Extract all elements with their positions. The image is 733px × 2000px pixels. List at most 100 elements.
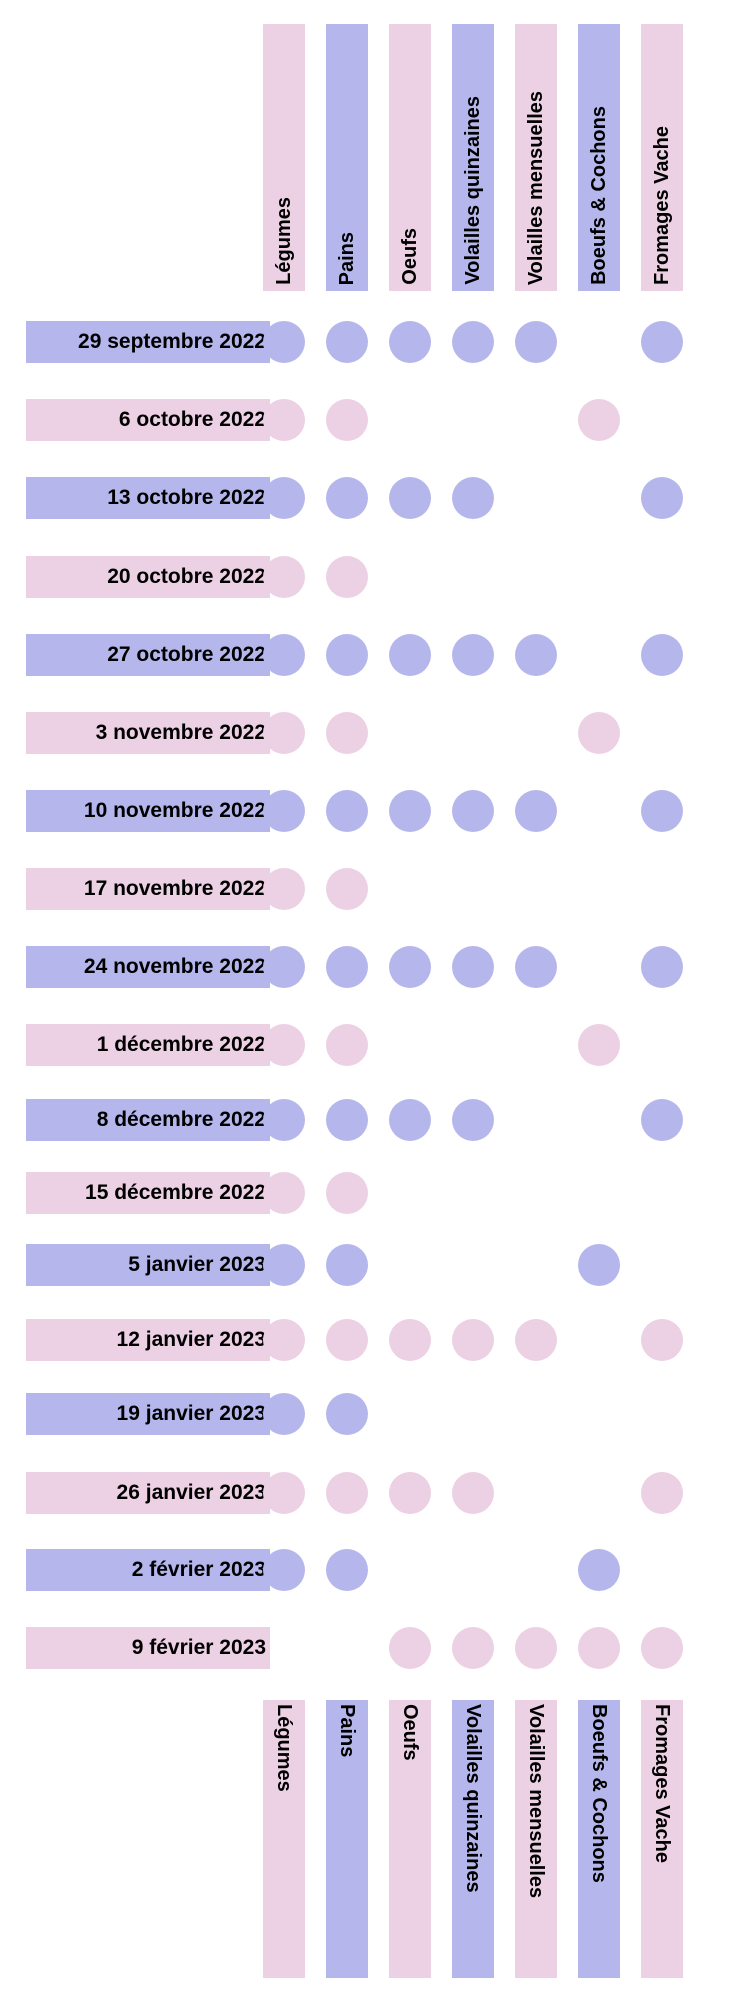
- delivery-dot-fromages-vache: [641, 790, 683, 832]
- delivery-dot-fromages-vache: [641, 1319, 683, 1361]
- delivery-dot-pains: [326, 1319, 368, 1361]
- delivery-dot-pains: [326, 1099, 368, 1141]
- row-date-label: 29 septembre 2022: [26, 321, 270, 363]
- delivery-dot-legumes: [263, 399, 305, 441]
- delivery-dot-volailles-quinzaines: [452, 1319, 494, 1361]
- row-date-label: 12 janvier 2023: [26, 1319, 270, 1361]
- row-date-label: 9 février 2023: [26, 1627, 270, 1669]
- column-header-bottom-oeufs: Oeufs: [389, 1700, 431, 1978]
- delivery-dot-pains: [326, 1172, 368, 1214]
- row-date-label: 10 novembre 2022: [26, 790, 270, 832]
- delivery-dot-pains: [326, 946, 368, 988]
- delivery-dot-pains: [326, 556, 368, 598]
- delivery-dot-pains: [326, 1393, 368, 1435]
- delivery-dot-pains: [326, 1472, 368, 1514]
- delivery-dot-legumes: [263, 790, 305, 832]
- row-date-label: 27 octobre 2022: [26, 634, 270, 676]
- delivery-dot-legumes: [263, 712, 305, 754]
- delivery-dot-pains: [326, 321, 368, 363]
- column-header-top-volailles-quinzaines: Volailles quinzaines: [452, 24, 494, 291]
- delivery-dot-oeufs: [389, 1472, 431, 1514]
- delivery-dot-legumes: [263, 1099, 305, 1141]
- row-date-label: 19 janvier 2023: [26, 1393, 270, 1435]
- delivery-dot-pains: [326, 1549, 368, 1591]
- delivery-dot-volailles-mensuelles: [515, 1627, 557, 1669]
- column-label: Pains: [336, 231, 358, 285]
- delivery-dot-pains: [326, 399, 368, 441]
- delivery-dot-volailles-quinzaines: [452, 790, 494, 832]
- delivery-dot-boeufs-cochons: [578, 712, 620, 754]
- delivery-dot-fromages-vache: [641, 477, 683, 519]
- delivery-dot-oeufs: [389, 790, 431, 832]
- delivery-dot-volailles-mensuelles: [515, 946, 557, 988]
- delivery-dot-fromages-vache: [641, 1627, 683, 1669]
- delivery-dot-legumes: [263, 1549, 305, 1591]
- delivery-dot-oeufs: [389, 1627, 431, 1669]
- delivery-dot-legumes: [263, 556, 305, 598]
- row-date-label: 2 février 2023: [26, 1549, 270, 1591]
- column-header-bottom-pains: Pains: [326, 1700, 368, 1978]
- delivery-dot-fromages-vache: [641, 321, 683, 363]
- column-header-bottom-volailles-quinzaines: Volailles quinzaines: [452, 1700, 494, 1978]
- column-label: Boeufs & Cochons: [588, 106, 610, 285]
- delivery-dot-pains: [326, 477, 368, 519]
- delivery-dot-oeufs: [389, 634, 431, 676]
- delivery-dot-fromages-vache: [641, 1472, 683, 1514]
- delivery-dot-legumes: [263, 946, 305, 988]
- delivery-dot-volailles-mensuelles: [515, 790, 557, 832]
- column-label: Boeufs & Cochons: [588, 1704, 610, 1883]
- row-date-label: 13 octobre 2022: [26, 477, 270, 519]
- column-header-top-pains: Pains: [326, 24, 368, 291]
- column-label: Oeufs: [399, 1704, 421, 1761]
- delivery-dot-volailles-quinzaines: [452, 634, 494, 676]
- delivery-dot-boeufs-cochons: [578, 1024, 620, 1066]
- column-label: Fromages Vache: [651, 1704, 673, 1863]
- delivery-dot-legumes: [263, 1319, 305, 1361]
- row-date-label: 24 novembre 2022: [26, 946, 270, 988]
- delivery-dot-pains: [326, 634, 368, 676]
- delivery-dot-legumes: [263, 321, 305, 363]
- column-header-top-volailles-mensuelles: Volailles mensuelles: [515, 24, 557, 291]
- delivery-dot-volailles-quinzaines: [452, 946, 494, 988]
- delivery-dot-legumes: [263, 1024, 305, 1066]
- row-date-label: 15 décembre 2022: [26, 1172, 270, 1214]
- column-label: Volailles quinzaines: [462, 1704, 484, 1893]
- column-label: Légumes: [273, 197, 295, 285]
- delivery-dot-boeufs-cochons: [578, 399, 620, 441]
- column-header-bottom-fromages-vache: Fromages Vache: [641, 1700, 683, 1978]
- column-header-bottom-boeufs-cochons: Boeufs & Cochons: [578, 1700, 620, 1978]
- delivery-dot-volailles-quinzaines: [452, 1099, 494, 1141]
- delivery-dot-oeufs: [389, 477, 431, 519]
- delivery-dot-legumes: [263, 634, 305, 676]
- delivery-dot-boeufs-cochons: [578, 1549, 620, 1591]
- column-header-bottom-legumes: Légumes: [263, 1700, 305, 1978]
- column-header-top-oeufs: Oeufs: [389, 24, 431, 291]
- delivery-dot-pains: [326, 790, 368, 832]
- column-header-bottom-volailles-mensuelles: Volailles mensuelles: [515, 1700, 557, 1978]
- delivery-dot-oeufs: [389, 946, 431, 988]
- delivery-dot-pains: [326, 712, 368, 754]
- delivery-dot-fromages-vache: [641, 634, 683, 676]
- delivery-dot-pains: [326, 1024, 368, 1066]
- column-label: Volailles mensuelles: [525, 1704, 547, 1899]
- row-date-label: 26 janvier 2023: [26, 1472, 270, 1514]
- row-date-label: 5 janvier 2023: [26, 1244, 270, 1286]
- column-label: Fromages Vache: [651, 126, 673, 285]
- row-date-label: 1 décembre 2022: [26, 1024, 270, 1066]
- delivery-dot-volailles-mensuelles: [515, 321, 557, 363]
- row-date-label: 8 décembre 2022: [26, 1099, 270, 1141]
- column-label: Volailles quinzaines: [462, 96, 484, 285]
- delivery-dot-oeufs: [389, 1099, 431, 1141]
- column-header-top-boeufs-cochons: Boeufs & Cochons: [578, 24, 620, 291]
- column-label: Pains: [336, 1704, 358, 1758]
- delivery-dot-fromages-vache: [641, 946, 683, 988]
- delivery-dot-boeufs-cochons: [578, 1627, 620, 1669]
- delivery-dot-legumes: [263, 1244, 305, 1286]
- delivery-dot-volailles-quinzaines: [452, 1472, 494, 1514]
- column-header-top-fromages-vache: Fromages Vache: [641, 24, 683, 291]
- row-date-label: 3 novembre 2022: [26, 712, 270, 754]
- delivery-dot-legumes: [263, 1172, 305, 1214]
- delivery-dot-fromages-vache: [641, 1099, 683, 1141]
- delivery-dot-oeufs: [389, 321, 431, 363]
